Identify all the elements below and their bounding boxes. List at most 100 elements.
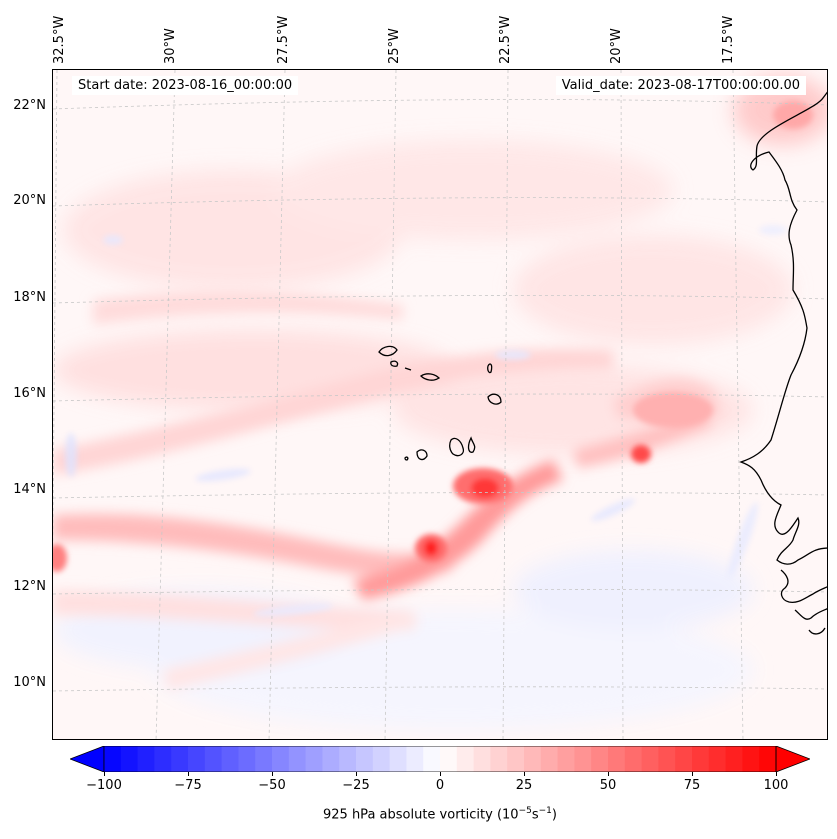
colorbar-tick-label: 50 [599,778,617,793]
colorbar-tick-label: 0 [435,778,445,793]
valid-date-label: Valid_date: 2023-08-17T00:00:00.00 [555,76,806,95]
lat-tick-label: 12°N [13,579,46,594]
colorbar-step [372,746,391,772]
lat-tick-label: 14°N [13,482,46,497]
colorbar-label-exponent: −1 [538,806,552,816]
lat-tick-label: 10°N [13,675,46,690]
colorbar-step [524,746,542,772]
coastline [739,91,827,635]
colorbar-step [204,746,223,772]
colorbar-step [322,746,340,772]
colorbar-tick-label: −50 [258,778,286,793]
island-santiago [449,437,465,457]
colorbar-step [658,746,676,772]
cape-verde-islands [378,345,502,461]
colorbar-step [255,746,273,772]
start-date-label: Start date: 2023-08-16_00:00:00 [72,76,299,95]
colorbar-gradient [68,745,812,773]
colorbar-tick-label: −75 [174,778,202,793]
island-brava [404,456,409,461]
lat-tick-label: 18°N [13,290,46,305]
colorbar-tick-label: 75 [683,778,701,793]
lon-tick-label: 25°W [387,28,402,64]
lon-tick-label: 20°W [609,28,624,64]
colorbar-label-close: ) [551,807,557,823]
colorbar-step [473,746,491,772]
vorticity-maxima [53,101,813,572]
map-plot-area[interactable] [52,69,828,740]
colorbar-step [389,746,407,772]
lat-tick-label: 16°N [13,386,46,401]
island-maio [467,436,476,453]
lat-tick-label: 22°N [13,98,46,113]
colorbar-step [608,746,626,772]
colorbar-step [238,746,256,772]
graticule [53,70,827,739]
colorbar-tick-mark [608,772,609,776]
colorbar-step [171,746,189,772]
colorbar-label: 925 hPa absolute vorticity (10−5s−1) [0,806,837,822]
island-santo-antao [378,345,398,357]
vorticity-field [53,70,827,739]
colorbar-step [120,746,139,772]
colorbar-step [624,746,643,772]
colorbar-step [742,746,760,772]
colorbar-step [188,746,206,772]
colorbar-step [759,746,777,772]
colorbar-step [104,746,122,772]
colorbar-tick-mark [524,772,525,776]
island-sao-nicolau [419,373,441,381]
colorbar-step [406,746,424,772]
colorbar-step [675,746,693,772]
colorbar-tick-label: 100 [763,778,789,793]
vorticity-bands [53,290,723,690]
colorbar-tick-mark [356,772,357,776]
colorbar-step [221,746,239,772]
colorbar-step [641,746,659,772]
colorbar-step [423,746,441,772]
colorbar-step [305,746,323,772]
colorbar-tick-mark [104,772,105,776]
colorbar-tick-label: −25 [342,778,370,793]
lat-tick-label: 20°N [13,193,46,208]
colorbar-label-unit: s [531,807,539,823]
colorbar-tick-mark [440,772,441,776]
colorbar-tick-mark [188,772,189,776]
colorbar-min-extend [68,745,105,773]
colorbar-step [339,746,357,772]
colorbar [68,745,812,773]
colorbar-step [490,746,508,772]
lon-tick-label: 30°W [163,28,178,64]
colorbar-tick-mark [692,772,693,776]
colorbar-tick-mark [272,772,273,776]
colorbar-step [288,746,307,772]
colorbar-step [137,746,155,772]
island-fogo [416,449,428,461]
colorbar-step [507,746,525,772]
colorbar-step [557,746,575,772]
colorbar-max-extend [775,745,812,773]
colorbar-step [725,746,743,772]
colorbar-step [272,746,290,772]
island-boa-vista [487,393,502,405]
colorbar-step [708,746,727,772]
colorbar-step [591,746,609,772]
island-sao-vicente [390,360,399,367]
colorbar-step [574,746,592,772]
lon-tick-label: 17.5°W [721,15,736,64]
lon-tick-label: 22.5°W [498,15,513,64]
colorbar-label-text: 925 hPa absolute vorticity (10 [323,807,519,823]
island-santa-luzia [404,367,412,371]
colorbar-step [440,746,458,772]
colorbar-step [692,746,710,772]
colorbar-tick-mark [776,772,777,776]
island-sal [487,363,493,374]
colorbar-tick-label: −100 [86,778,122,793]
colorbar-step [456,746,475,772]
lon-tick-label: 27.5°W [276,15,291,64]
vorticity-negative-streaks [65,225,787,617]
colorbar-step [540,746,559,772]
colorbar-step [356,746,374,772]
colorbar-label-exponent: −5 [518,806,532,816]
